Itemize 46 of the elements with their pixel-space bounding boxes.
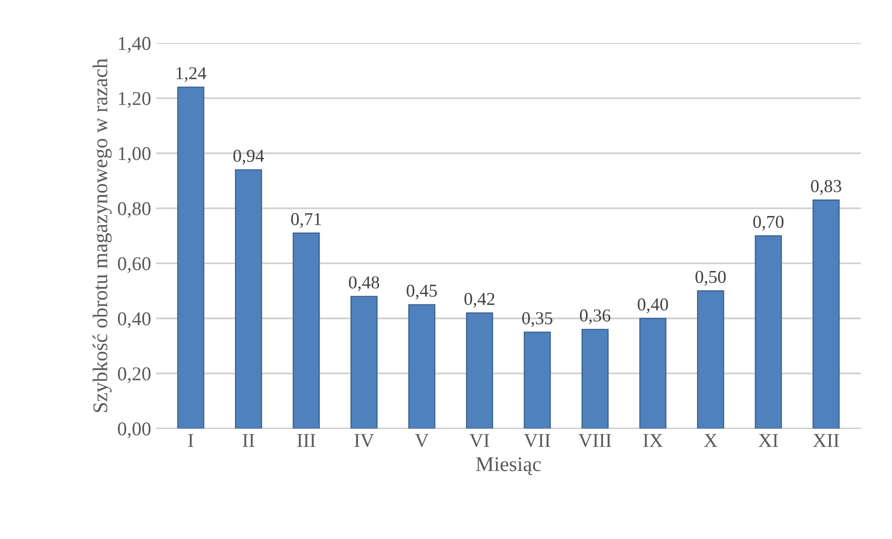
data-label: 0,45 (406, 284, 437, 300)
x-tick-label: VI (470, 434, 490, 448)
data-label: 0,71 (291, 213, 321, 228)
x-tick-label: V (414, 434, 429, 448)
bar (466, 312, 494, 429)
data-label: 0,48 (348, 276, 380, 292)
y-tick-label: 0,00 (118, 422, 150, 438)
x-tick-label: I (188, 434, 194, 447)
x-tick-label: XII (813, 434, 839, 447)
x-tick-label: XI (758, 434, 778, 447)
data-label: 0,94 (233, 150, 264, 165)
data-label: 0,36 (580, 309, 610, 324)
x-tick-label: VIII (578, 434, 612, 448)
data-label: 0,50 (695, 270, 726, 286)
y-tick-label: 1,20 (118, 92, 150, 108)
bar (350, 296, 378, 429)
bar (812, 199, 840, 429)
data-label: 0,40 (638, 298, 668, 314)
data-label: 1,24 (176, 67, 206, 82)
y-tick-label: 0,80 (118, 202, 150, 218)
x-tick-label: VII (524, 434, 550, 448)
bar (292, 232, 320, 429)
x-tick-label: X (704, 434, 718, 447)
bar (177, 86, 204, 429)
y-tick-label: 0,20 (118, 367, 150, 384)
bar (234, 169, 262, 429)
bar (524, 332, 551, 429)
y-tick-label: 0,60 (118, 257, 150, 274)
y-axis-title: Szybkość obrotu magazynowego w razach (92, 58, 112, 412)
bar (408, 304, 436, 429)
bar (582, 328, 609, 429)
data-label: 0,83 (811, 180, 842, 195)
y-tick-label: 1,00 (118, 147, 150, 163)
bar (754, 235, 782, 429)
bar (639, 318, 666, 429)
x-axis-title: Miesiąc (476, 457, 541, 476)
x-tick-label: III (297, 434, 316, 447)
data-label: 0,70 (753, 216, 784, 231)
x-tick-label: IX (643, 434, 663, 447)
data-label: 0,35 (522, 312, 552, 327)
x-tick-label: II (242, 434, 254, 447)
data-label: 0,42 (464, 292, 494, 308)
x-tick-label: IV (354, 434, 374, 448)
y-tick-label: 1,40 (118, 36, 150, 53)
bar (697, 290, 724, 429)
y-tick-label: 0,40 (118, 312, 150, 328)
